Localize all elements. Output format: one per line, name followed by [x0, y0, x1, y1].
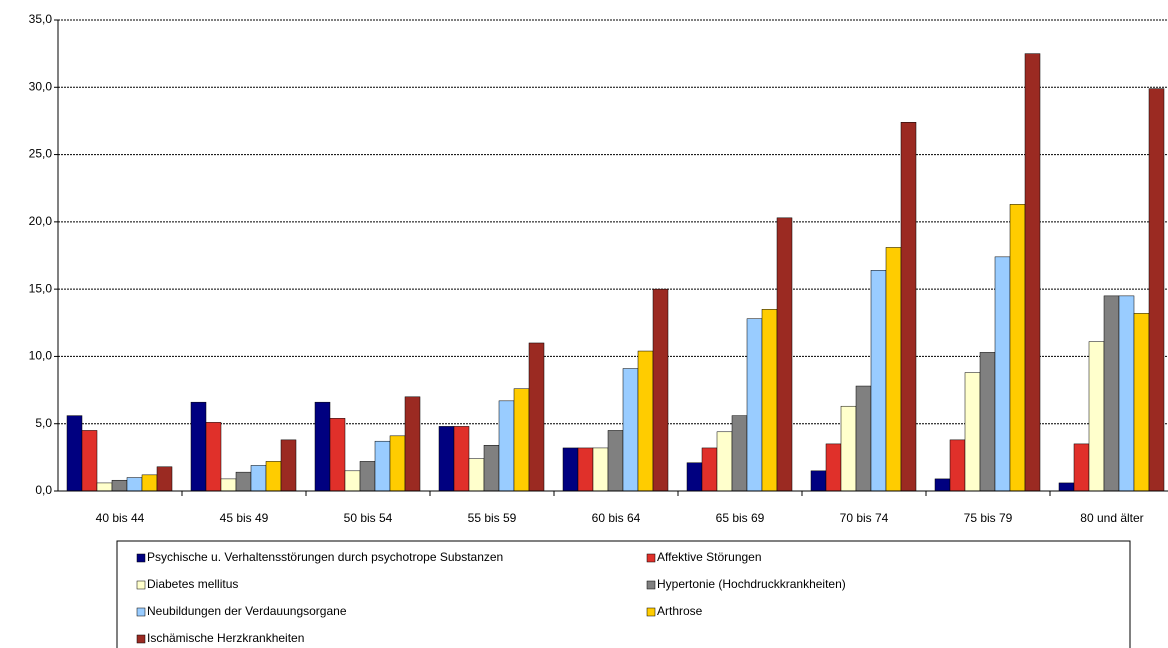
bar — [344, 470, 361, 492]
bar — [701, 447, 718, 492]
bar — [855, 385, 872, 492]
bar — [404, 396, 421, 492]
bar — [1058, 482, 1075, 492]
bar — [96, 482, 113, 492]
bar — [1024, 53, 1041, 492]
bar — [1118, 295, 1135, 492]
bar — [329, 418, 346, 492]
bar — [900, 122, 917, 492]
x-tick-label: 50 bis 54 — [344, 511, 393, 525]
bar — [1009, 204, 1026, 492]
legend-label: Psychische u. Verhaltensstörungen durch … — [147, 550, 503, 564]
bar — [825, 443, 842, 492]
bar — [607, 430, 624, 492]
bar — [111, 479, 128, 492]
legend-swatch — [136, 553, 146, 563]
bar — [964, 372, 981, 492]
y-tick-label: 20,0 — [29, 214, 53, 228]
bar — [220, 478, 237, 492]
x-tick-label: 80 und älter — [1080, 511, 1143, 525]
legend-label: Affektive Störungen — [657, 550, 762, 564]
bar — [686, 462, 703, 492]
bar — [314, 401, 331, 492]
bar — [483, 444, 500, 492]
bar — [156, 466, 173, 492]
bar — [776, 217, 793, 492]
bar — [1073, 443, 1090, 492]
y-tick-label: 10,0 — [29, 349, 53, 363]
legend-swatch — [136, 607, 146, 617]
bar — [577, 447, 594, 492]
legend-swatch — [646, 580, 656, 590]
bar — [994, 256, 1011, 492]
bar — [652, 288, 669, 492]
bar — [190, 401, 207, 492]
bar — [949, 439, 966, 492]
legend-label: Diabetes mellitus — [147, 577, 238, 591]
y-tick-label: 25,0 — [29, 147, 53, 161]
bar — [562, 447, 579, 492]
bar — [746, 318, 763, 492]
bar — [141, 474, 158, 492]
bar — [453, 426, 470, 492]
x-tick-label: 45 bis 49 — [220, 511, 269, 525]
x-tick-label: 55 bis 59 — [468, 511, 517, 525]
legend-label: Hypertonie (Hochdruckkrankheiten) — [657, 577, 846, 591]
bar — [513, 388, 530, 492]
y-tick-label: 35,0 — [29, 12, 53, 26]
legend-swatch — [136, 634, 146, 644]
x-tick-label: 75 bis 79 — [964, 511, 1013, 525]
bar — [126, 477, 143, 492]
bar — [359, 461, 376, 492]
legend-label: Arthrose — [657, 604, 703, 618]
bar — [468, 458, 485, 492]
bar — [235, 471, 252, 492]
bar — [885, 247, 902, 492]
bar — [1133, 313, 1150, 492]
bar — [528, 342, 545, 492]
bar — [622, 368, 639, 492]
bar — [81, 430, 98, 492]
bar — [810, 470, 827, 492]
legend-swatch — [646, 607, 656, 617]
y-tick-label: 15,0 — [29, 281, 53, 295]
bar — [389, 435, 406, 492]
legend-box — [116, 540, 1131, 648]
bar — [592, 447, 609, 492]
x-tick-label: 65 bis 69 — [716, 511, 765, 525]
bar — [1088, 341, 1105, 492]
bar — [280, 439, 297, 492]
bar — [250, 465, 267, 492]
y-tick-label: 5,0 — [35, 416, 52, 430]
bar — [761, 309, 778, 492]
bar — [934, 478, 951, 492]
x-tick-label: 40 bis 44 — [96, 511, 145, 525]
bar — [1103, 295, 1120, 492]
bar — [205, 422, 222, 492]
bar — [498, 400, 515, 492]
bar — [979, 352, 996, 492]
bar — [840, 405, 857, 492]
x-tick-label: 60 bis 64 — [592, 511, 641, 525]
bar — [716, 431, 733, 492]
bar — [637, 350, 654, 492]
bar — [66, 415, 83, 492]
bar — [438, 426, 455, 492]
legend-label: Ischämische Herzkrankheiten — [147, 631, 304, 645]
bar — [265, 461, 282, 492]
legend-label: Neubildungen der Verdauungsorgane — [147, 604, 347, 618]
legend-swatch — [136, 580, 146, 590]
bar — [1148, 88, 1165, 492]
x-tick-label: 70 bis 74 — [840, 511, 889, 525]
legend-swatch — [646, 553, 656, 563]
bar — [374, 440, 391, 492]
y-tick-label: 30,0 — [29, 79, 53, 93]
bar — [731, 415, 748, 492]
bar — [870, 270, 887, 492]
y-tick-label: 0,0 — [35, 483, 52, 497]
